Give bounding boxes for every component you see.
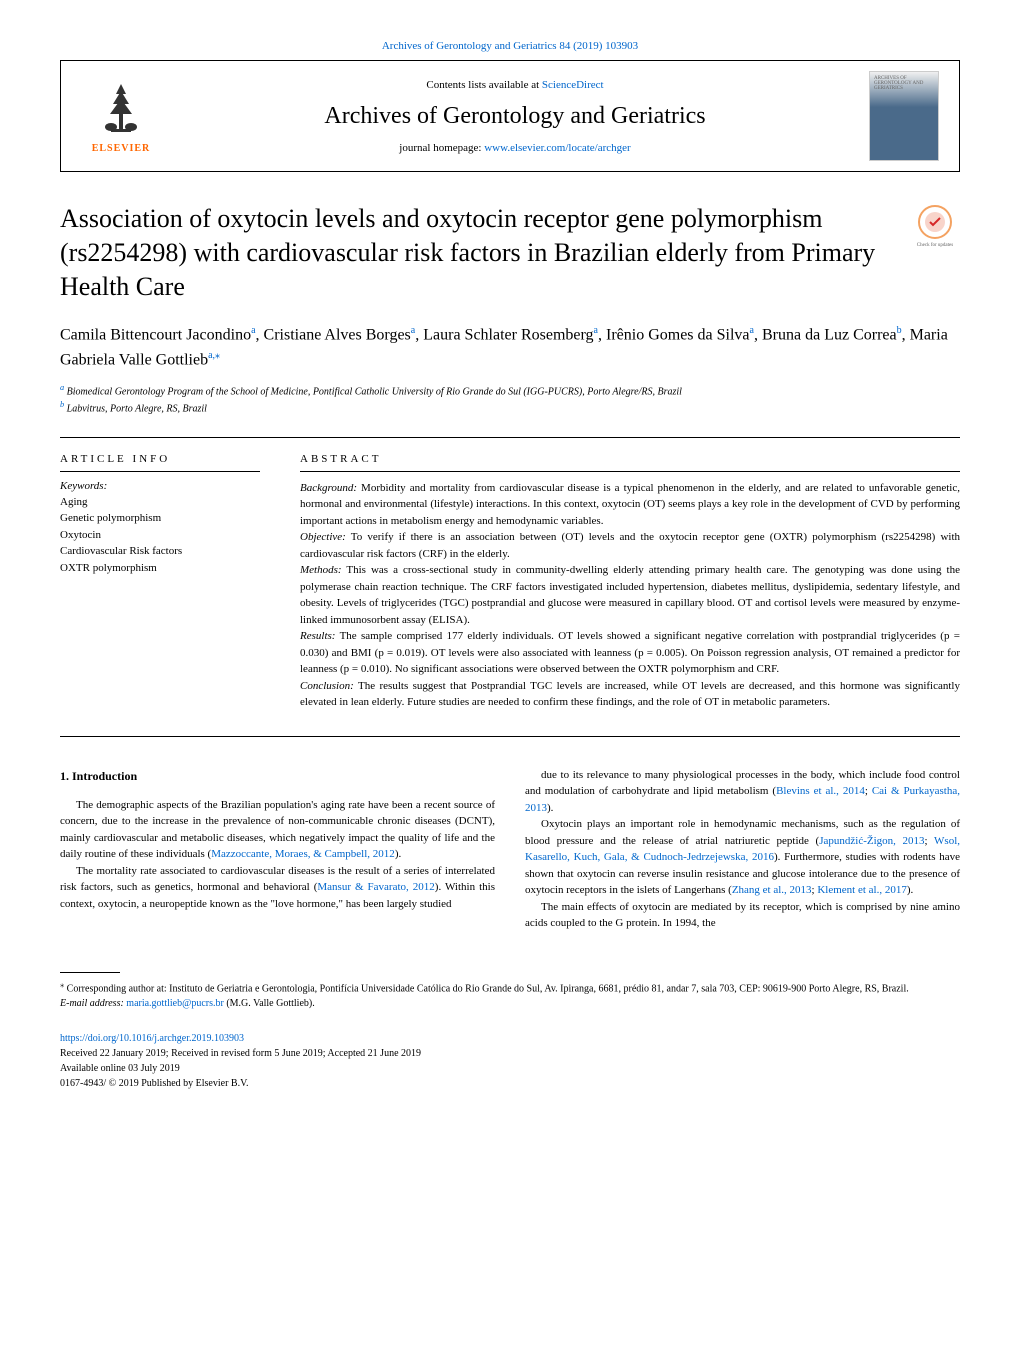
info-abstract-section: ARTICLE INFO Keywords: AgingGenetic poly… — [60, 453, 960, 711]
journal-homepage: journal homepage: www.elsevier.com/locat… — [161, 142, 869, 154]
article-title: Association of oxytocin levels and oxyto… — [60, 202, 890, 303]
divider — [60, 437, 960, 438]
keywords-list: AgingGenetic polymorphismOxytocinCardiov… — [60, 494, 260, 577]
right-column: due to its relevance to many physiologic… — [525, 767, 960, 932]
abstract: ABSTRACT Background: Morbidity and morta… — [300, 453, 960, 711]
left-column: 1. Introduction The demographic aspects … — [60, 767, 495, 932]
divider — [60, 736, 960, 737]
elsevier-logo: ELSEVIER — [81, 71, 161, 161]
homepage-link[interactable]: www.elsevier.com/locate/archger — [484, 142, 631, 154]
article-info-heading: ARTICLE INFO — [60, 453, 260, 465]
available-date: Available online 03 July 2019 — [60, 1061, 960, 1076]
title-section: Association of oxytocin levels and oxyto… — [60, 202, 960, 303]
corresponding-author: ⁎ Corresponding author at: Instituto de … — [60, 979, 960, 996]
keywords-label: Keywords: — [60, 480, 260, 492]
sciencedirect-link[interactable]: ScienceDirect — [542, 79, 604, 91]
affiliations: a Biomedical Gerontology Program of the … — [60, 382, 960, 417]
authors: Camila Bittencourt Jacondinoa, Cristiane… — [60, 323, 960, 372]
footer: ⁎ Corresponding author at: Instituto de … — [60, 972, 960, 1091]
email-link[interactable]: maria.gottlieb@pucrs.br — [126, 998, 224, 1009]
header-citation: Archives of Gerontology and Geriatrics 8… — [60, 40, 960, 52]
elsevier-text: ELSEVIER — [92, 143, 151, 154]
doi-link[interactable]: https://doi.org/10.1016/j.archger.2019.1… — [60, 1033, 244, 1044]
journal-name: Archives of Gerontology and Geriatrics — [161, 103, 869, 130]
header-box: ELSEVIER Contents lists available at Sci… — [60, 60, 960, 172]
article-info: ARTICLE INFO Keywords: AgingGenetic poly… — [60, 453, 260, 711]
header-center: Contents lists available at ScienceDirec… — [161, 79, 869, 154]
abstract-text: Background: Morbidity and mortality from… — [300, 480, 960, 711]
received-dates: Received 22 January 2019; Received in re… — [60, 1046, 960, 1061]
doi-section: https://doi.org/10.1016/j.archger.2019.1… — [60, 1031, 960, 1091]
email-line: E-mail address: maria.gottlieb@pucrs.br … — [60, 996, 960, 1011]
svg-text:Check for updates: Check for updates — [917, 243, 953, 248]
check-updates-icon[interactable]: Check for updates — [910, 202, 960, 252]
journal-cover-thumb: ARCHIVES OF GERONTOLOGY AND GERIATRICS — [869, 71, 939, 161]
elsevier-tree-icon — [96, 79, 146, 139]
introduction-heading: 1. Introduction — [60, 767, 495, 785]
content-columns: 1. Introduction The demographic aspects … — [60, 767, 960, 932]
contents-available: Contents lists available at ScienceDirec… — [161, 79, 869, 91]
copyright: 0167-4943/ © 2019 Published by Elsevier … — [60, 1076, 960, 1091]
abstract-heading: ABSTRACT — [300, 453, 960, 465]
